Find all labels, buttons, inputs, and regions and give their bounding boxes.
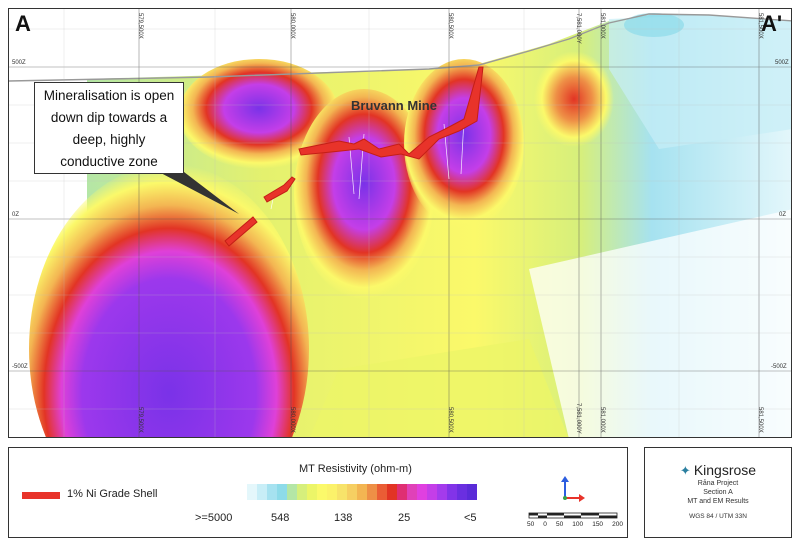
colorbar-swatch	[307, 484, 318, 500]
coordinate-system: WGS 84 / UTM 33N	[689, 513, 747, 520]
colorbar-swatch	[237, 484, 248, 500]
grid-label-bottom: 580,500X	[447, 407, 453, 433]
elevation-label-left: -500Z	[12, 364, 28, 370]
grid-label-top: 580,000X	[289, 13, 295, 39]
orientation-axes-icon	[561, 476, 585, 502]
section-end-label: A'	[761, 11, 783, 36]
grid-label-top: 581,500X	[757, 13, 763, 39]
colorbar-swatch	[317, 484, 328, 500]
colorbar-swatch	[457, 484, 468, 500]
colorbar-swatch	[387, 484, 398, 500]
grid-label-top: 7,581,000Y	[575, 13, 581, 44]
scale-bar-labels: 50 0 50 100 150 200	[527, 521, 623, 528]
colorbar-swatch	[367, 484, 378, 500]
title-block: ✦ Kingsrose Råna Project Section A MT and…	[644, 447, 792, 538]
elevation-label-right: 500Z	[775, 60, 789, 66]
project-name: Råna Project	[697, 480, 739, 487]
grid-label-bottom: 581,000X	[599, 407, 605, 433]
grade-shell-label: 1% Ni Grade Shell	[67, 488, 158, 500]
grid-label-bottom: 7,581,000Y	[575, 403, 581, 434]
colorbar-swatch	[287, 484, 298, 500]
colorbar-swatch	[337, 484, 348, 500]
grid-label-bottom: 579,500X	[137, 407, 143, 433]
resistivity-tick: 25	[398, 512, 411, 524]
colorbar-swatch	[247, 484, 258, 500]
grid-label-top: 580,500X	[447, 13, 453, 39]
mineralisation-callout: Mineralisation is open down dip towards …	[34, 82, 184, 174]
grid-label-top: 579,500X	[137, 13, 143, 39]
resistivity-tick: 548	[271, 512, 290, 524]
legend-panel: 1% Ni Grade Shell MT Resistivity (ohm-m)…	[8, 447, 628, 538]
resistivity-title: MT Resistivity (ohm-m)	[299, 463, 412, 475]
colorbar-swatch	[257, 484, 268, 500]
resistivity-tick: <5	[464, 512, 477, 524]
colorbar-swatch	[377, 484, 388, 500]
colorbar-swatch	[427, 484, 438, 500]
elevation-label-right: 0Z	[779, 212, 787, 218]
resistivity-colorbar	[237, 484, 477, 500]
mine-label: Bruvann Mine	[351, 98, 437, 113]
colorbar-swatch	[467, 484, 477, 500]
resistivity-section-graphic	[9, 9, 791, 437]
elevation-label-right: -500Z	[771, 364, 787, 370]
colorbar-swatch	[397, 484, 408, 500]
map-subtitle: MT and EM Results	[687, 498, 749, 505]
colorbar-swatch	[347, 484, 358, 500]
section-name: Section A	[703, 489, 733, 496]
colorbar-swatch	[277, 484, 288, 500]
colorbar-swatch	[407, 484, 418, 500]
colorbar-swatch	[297, 484, 308, 500]
colorbar-swatch	[327, 484, 338, 500]
colorbar-swatch	[447, 484, 458, 500]
ni-grade-shell	[224, 66, 484, 247]
kingsrose-logo-icon: ✦	[679, 463, 691, 478]
grid-label-top: 581,000X	[599, 13, 605, 39]
scale-bar	[528, 512, 618, 519]
resistivity-tick: 138	[334, 512, 353, 524]
colorbar-swatch	[267, 484, 278, 500]
elevation-label-left: 0Z	[12, 212, 20, 218]
brand: ✦ Kingsrose	[645, 462, 791, 479]
grade-shell-swatch	[22, 492, 60, 499]
colorbar-swatch	[357, 484, 368, 500]
section-start-label: A	[15, 11, 31, 36]
brand-name: Kingsrose	[693, 462, 757, 478]
cross-section-map: A A' 579,500X 580,000X 580,500X 7,581,00…	[8, 8, 792, 438]
grid-label-bottom: 580,000X	[289, 407, 295, 433]
resistivity-tick: >=5000	[195, 512, 233, 524]
elevation-label-left: 500Z	[12, 60, 26, 66]
grid-label-bottom: 581,500X	[757, 407, 763, 433]
colorbar-swatch	[437, 484, 448, 500]
coordinate-grid	[9, 9, 791, 437]
colorbar-swatch	[417, 484, 428, 500]
